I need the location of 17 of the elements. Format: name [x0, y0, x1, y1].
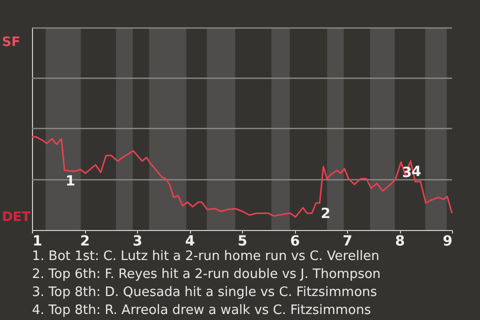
annotation: 1	[66, 173, 76, 190]
x-tick-label: 3	[132, 234, 142, 250]
x-tick-label: 2	[80, 234, 90, 250]
x-tick-label: 6	[290, 234, 300, 250]
text: DET	[2, 210, 31, 225]
text: 4. Top 8th: R. Arreola drew a walk vs C. Fitzsimmons	[32, 303, 372, 318]
x-tick-label: 8	[395, 234, 405, 250]
text: 3. Top 8th: D. Quesada hit a single vs C. Fitzsimmons	[32, 285, 378, 300]
text: 1. Bot 1st: C. Lutz hit a 2-run home run vs C. Verellen	[32, 249, 380, 264]
x-tick-label: 4	[185, 234, 196, 250]
x-tick-label: 9	[442, 234, 452, 250]
x-tick-label: 1	[32, 234, 42, 250]
text: 2. Top 6th: F. Reyes hit a 2-run double vs J. Thompson	[32, 267, 381, 282]
x-tick-label: 5	[238, 234, 248, 250]
annotation: 2	[320, 206, 330, 222]
x-tick-label: 7	[342, 234, 352, 250]
text: SF	[2, 35, 20, 50]
